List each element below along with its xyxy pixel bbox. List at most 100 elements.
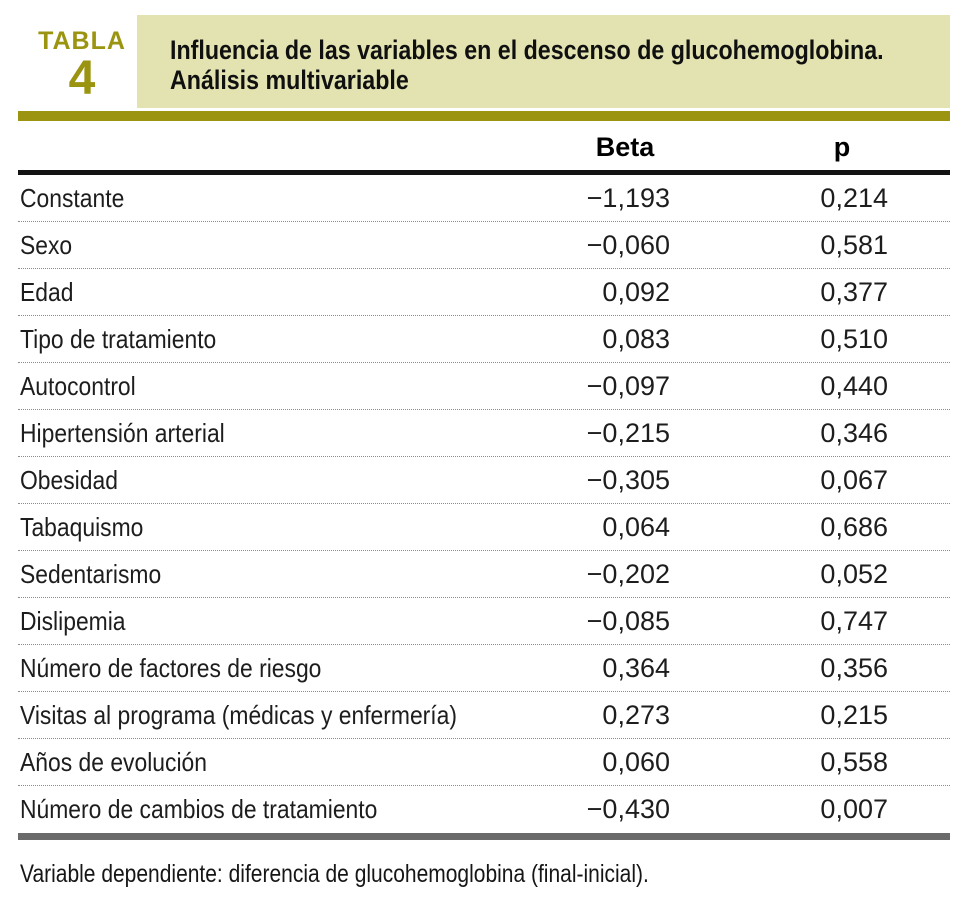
table-body: Constante −1,193 0,214 Sexo −0,060 0,581 Edad 0… bbox=[18, 175, 950, 833]
column-header-row: Beta p bbox=[18, 121, 950, 170]
row-p-value: 0,377 bbox=[820, 276, 888, 307]
row-variable-cell: Número de cambios de tratamiento bbox=[18, 796, 540, 823]
table-figure: TABLA 4 Influencia de las variables en e… bbox=[0, 15, 965, 888]
row-beta-value: −0,215 bbox=[586, 417, 670, 448]
table-row: Número de cambios de tratamiento −0,430 0,… bbox=[18, 786, 950, 833]
table-row: Visitas al programa (médicas y enfermerí… bbox=[18, 692, 950, 739]
row-variable-label: Sexo bbox=[20, 229, 73, 260]
table-row: Hipertensión arterial −0,215 0,346 bbox=[18, 410, 950, 457]
row-p-cell: 0,377 bbox=[710, 276, 950, 307]
row-beta-value: 0,092 bbox=[602, 276, 670, 307]
row-variable-label: Hipertensión arterial bbox=[20, 417, 225, 448]
row-variable-label: Obesidad bbox=[20, 464, 118, 495]
row-p-cell: 0,215 bbox=[710, 699, 950, 730]
row-variable-cell: Autocontrol bbox=[18, 373, 540, 400]
row-p-value: 0,686 bbox=[820, 511, 888, 542]
row-beta-cell: 0,092 bbox=[540, 276, 710, 307]
row-p-value: 0,007 bbox=[820, 794, 888, 824]
olive-divider-rule bbox=[18, 111, 950, 121]
row-variable-cell: Constante bbox=[18, 185, 540, 212]
row-beta-cell: −0,202 bbox=[540, 560, 710, 588]
row-beta-value: −1,193 bbox=[586, 182, 670, 213]
row-beta-cell: 0,083 bbox=[540, 323, 710, 354]
column-header-beta: Beta bbox=[595, 132, 655, 162]
table-badge-word: TABLA bbox=[38, 27, 126, 55]
row-beta-cell: −0,060 bbox=[540, 229, 710, 260]
row-variable-label: Sedentarismo bbox=[20, 558, 162, 589]
table-row: Sedentarismo −0,202 0,052 bbox=[18, 551, 950, 598]
row-beta-cell: 0,064 bbox=[540, 511, 710, 542]
row-p-value: 0,067 bbox=[820, 464, 888, 495]
row-beta-cell: 0,060 bbox=[540, 746, 710, 777]
row-p-cell: 0,581 bbox=[710, 229, 950, 260]
table-row: Dislipemia −0,085 0,747 bbox=[18, 598, 950, 645]
table-title-line1: Influencia de las variables en el descen… bbox=[170, 34, 884, 65]
row-variable-cell: Hipertensión arterial bbox=[18, 420, 540, 447]
row-beta-value: 0,060 bbox=[602, 746, 670, 777]
row-beta-cell: −0,215 bbox=[540, 417, 710, 448]
row-p-cell: 0,747 bbox=[710, 607, 950, 635]
row-beta-cell: 0,364 bbox=[540, 652, 710, 683]
row-p-value: 0,215 bbox=[820, 699, 888, 730]
row-variable-label: Visitas al programa (médicas y enfermerí… bbox=[20, 699, 458, 730]
row-variable-label: Número de factores de riesgo bbox=[20, 652, 322, 683]
row-p-value: 0,440 bbox=[820, 370, 888, 401]
table-footnote: Variable dependiente: diferencia de gluc… bbox=[20, 860, 649, 888]
row-variable-label: Constante bbox=[20, 182, 125, 213]
row-variable-cell: Sedentarismo bbox=[18, 561, 540, 588]
row-variable-cell: Tipo de tratamiento bbox=[18, 326, 540, 353]
table-row: Sexo −0,060 0,581 bbox=[18, 222, 950, 269]
row-beta-cell: 0,273 bbox=[540, 699, 710, 730]
table-bottom-rule bbox=[18, 833, 950, 840]
row-variable-cell: Edad bbox=[18, 279, 540, 306]
row-beta-value: −0,430 bbox=[586, 794, 670, 824]
row-beta-value: 0,273 bbox=[602, 699, 670, 730]
row-variable-cell: Años de evolución bbox=[18, 749, 540, 776]
row-variable-label: Tipo de tratamiento bbox=[20, 323, 217, 354]
row-p-value: 0,214 bbox=[820, 182, 888, 213]
table-title-line2: Análisis multivariable bbox=[170, 64, 409, 95]
table-row: Tabaquismo 0,064 0,686 bbox=[18, 504, 950, 551]
row-beta-value: −0,085 bbox=[586, 605, 670, 636]
row-p-cell: 0,052 bbox=[710, 558, 950, 589]
row-variable-cell: Obesidad bbox=[18, 467, 540, 494]
table-row: Número de factores de riesgo 0,364 0,356 bbox=[18, 645, 950, 692]
row-p-cell: 0,440 bbox=[710, 370, 950, 401]
figure-header: TABLA 4 Influencia de las variables en e… bbox=[18, 15, 950, 108]
row-beta-value: −0,305 bbox=[586, 464, 670, 495]
row-beta-value: 0,364 bbox=[602, 652, 670, 683]
row-variable-label: Dislipemia bbox=[20, 605, 126, 636]
header-bottom-rule bbox=[18, 170, 950, 175]
row-variable-label: Años de evolución bbox=[20, 746, 207, 777]
row-variable-cell: Tabaquismo bbox=[18, 514, 540, 541]
row-p-value: 0,510 bbox=[820, 323, 888, 354]
row-p-cell: 0,510 bbox=[710, 323, 950, 354]
table-badge-number: 4 bbox=[68, 52, 96, 105]
row-beta-value: −0,060 bbox=[586, 229, 670, 260]
row-variable-label: Edad bbox=[20, 276, 74, 307]
table-row: Obesidad −0,305 0,067 bbox=[18, 457, 950, 504]
row-beta-value: 0,064 bbox=[602, 511, 670, 542]
table-row: Edad 0,092 0,377 bbox=[18, 269, 950, 316]
row-p-value: 0,052 bbox=[820, 558, 888, 589]
table-badge: TABLA 4 bbox=[18, 15, 146, 105]
row-p-cell: 0,007 bbox=[710, 796, 950, 823]
table-row: Años de evolución 0,060 0,558 bbox=[18, 739, 950, 786]
row-variable-label: Tabaquismo bbox=[20, 511, 144, 542]
row-beta-cell: −1,193 bbox=[540, 182, 710, 213]
row-p-value: 0,581 bbox=[820, 229, 888, 260]
row-p-value: 0,346 bbox=[820, 417, 888, 448]
row-beta-cell: −0,430 bbox=[540, 796, 710, 823]
row-variable-cell: Dislipemia bbox=[18, 608, 540, 635]
row-variable-label: Autocontrol bbox=[20, 370, 136, 401]
row-p-cell: 0,346 bbox=[710, 417, 950, 448]
row-beta-cell: −0,097 bbox=[540, 370, 710, 401]
row-p-cell: 0,067 bbox=[710, 464, 950, 495]
row-p-cell: 0,558 bbox=[710, 748, 950, 776]
row-p-value: 0,356 bbox=[820, 652, 888, 683]
row-beta-value: −0,097 bbox=[586, 370, 670, 401]
row-beta-value: 0,083 bbox=[602, 323, 670, 354]
table-title-box: Influencia de las variables en el descen… bbox=[137, 15, 950, 108]
row-p-cell: 0,214 bbox=[710, 182, 950, 213]
table-row: Autocontrol −0,097 0,440 bbox=[18, 363, 950, 410]
